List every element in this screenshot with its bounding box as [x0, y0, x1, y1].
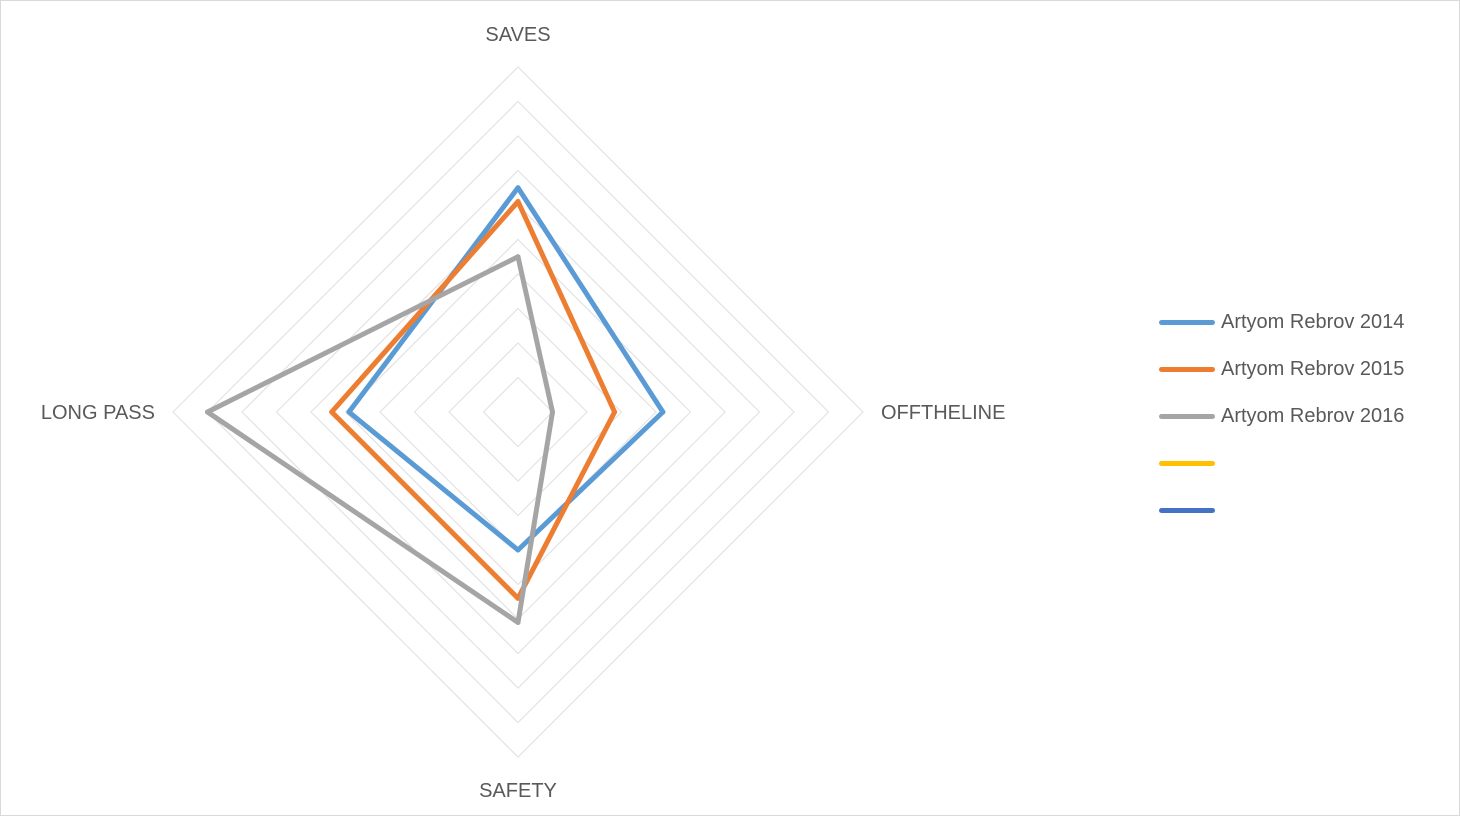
legend-item-4	[1159, 440, 1449, 487]
data-point	[205, 409, 210, 415]
legend-item-2: Artyom Rebrov 2015	[1159, 346, 1449, 393]
legend: Artyom Rebrov 2014 Artyom Rebrov 2015 Arty…	[1159, 299, 1449, 534]
legend-swatch	[1159, 367, 1215, 372]
legend-item-5	[1159, 487, 1449, 534]
grid-ring	[172, 66, 864, 758]
series-line-1	[346, 185, 666, 553]
data-point	[329, 409, 335, 415]
axis-label-saves: SAVES	[485, 24, 550, 46]
legend-swatch	[1159, 320, 1215, 325]
legend-item-3: Artyom Rebrov 2016	[1159, 393, 1449, 440]
grid-ring	[448, 342, 588, 482]
legend-label: Artyom Rebrov 2015	[1221, 358, 1405, 380]
grid-ring	[206, 100, 830, 724]
series-line-2	[329, 199, 618, 601]
data-point	[515, 185, 521, 191]
data-point	[515, 547, 521, 553]
axis-label-offtheline: OFFTHELINE	[881, 402, 1005, 424]
legend-swatch	[1159, 414, 1215, 419]
grid-ring	[344, 238, 692, 586]
grid-ring	[241, 135, 795, 689]
legend-label: Artyom Rebrov 2014	[1221, 311, 1405, 333]
legend-swatch	[1159, 461, 1215, 466]
radar-grid	[172, 66, 864, 758]
legend-swatch	[1159, 508, 1215, 513]
data-point	[515, 254, 521, 260]
data-point	[660, 409, 666, 415]
data-point	[346, 409, 352, 415]
grid-ring	[275, 169, 761, 655]
axis-label-long-pass: LONG PASS	[41, 402, 155, 424]
data-point	[550, 409, 555, 415]
axis-label-safety: SAFETY	[479, 780, 557, 802]
radar-series	[205, 185, 666, 625]
data-point	[515, 199, 521, 205]
grid-ring	[482, 376, 554, 448]
axis-labels: SAVES OFFTHELINE SAFETY LONG PASS	[41, 24, 1006, 802]
data-point	[515, 619, 521, 625]
data-point	[612, 409, 618, 415]
legend-label: Artyom Rebrov 2016	[1221, 405, 1405, 427]
legend-item-1: Artyom Rebrov 2014	[1159, 299, 1449, 346]
grid-ring	[413, 307, 623, 517]
